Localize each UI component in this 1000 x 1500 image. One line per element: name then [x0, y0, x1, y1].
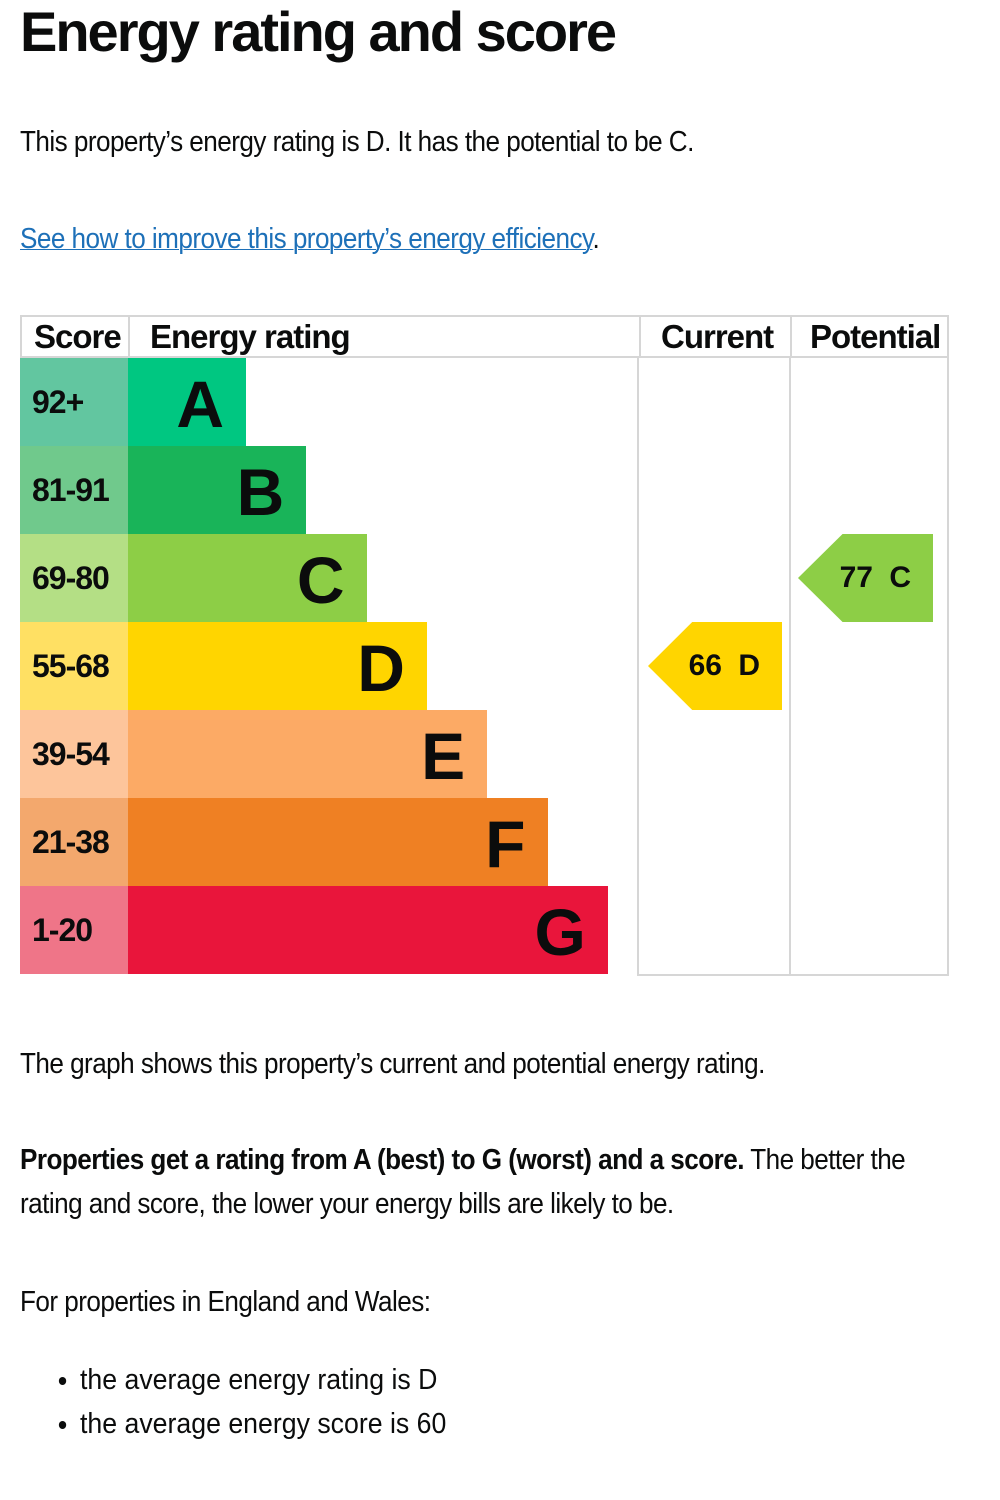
header-potential: Potential: [790, 315, 949, 358]
rating-bar-b: B: [128, 446, 307, 534]
improve-efficiency-link[interactable]: See how to improve this property’s energ…: [20, 223, 593, 255]
score-range-b: 81-91: [20, 446, 128, 534]
rating-bar-d: D: [128, 622, 427, 710]
average-rating-item: the average energy rating is D: [80, 1358, 446, 1402]
improve-link-line: See how to improve this property’s energ…: [20, 217, 600, 261]
score-range-f: 21-38: [20, 798, 128, 886]
header-energy-rating: Energy rating: [128, 315, 639, 358]
ratings-bold: Properties get a rating from A (best) to…: [20, 1144, 745, 1176]
score-range-d: 55-68: [20, 622, 128, 710]
current-column: [637, 358, 790, 976]
england-wales-text: For properties in England and Wales:: [20, 1286, 431, 1318]
header-score: Score: [20, 315, 128, 358]
ratings-explanation: Properties get a rating from A (best) to…: [20, 1138, 929, 1226]
score-range-c: 69-80: [20, 534, 128, 622]
rating-bar-g: G: [128, 886, 608, 974]
graph-note: The graph shows this property’s current …: [20, 1048, 765, 1080]
current-column-bottom: [639, 974, 789, 976]
average-score-item: the average energy score is 60: [80, 1402, 446, 1446]
link-suffix: .: [592, 223, 600, 255]
rating-bar-f: F: [128, 798, 548, 886]
score-range-a: 92+: [20, 358, 128, 446]
energy-rating-chart: Score Energy rating Current Potential 92…: [20, 315, 949, 976]
header-current: Current: [639, 315, 790, 358]
rating-bar-e: E: [128, 710, 488, 798]
score-range-e: 39-54: [20, 710, 128, 798]
intro-text: This property’s energy rating is D. It h…: [20, 126, 694, 158]
ratings-rest: The better the rating and score, the low…: [20, 1144, 906, 1220]
rating-bar-c: C: [128, 534, 367, 622]
score-range-g: 1-20: [20, 886, 128, 974]
averages-list: the average energy rating is D the avera…: [20, 1358, 478, 1446]
rating-bar-a: A: [128, 358, 246, 446]
page-title: Energy rating and score: [20, 0, 617, 63]
potential-column: [789, 358, 949, 976]
